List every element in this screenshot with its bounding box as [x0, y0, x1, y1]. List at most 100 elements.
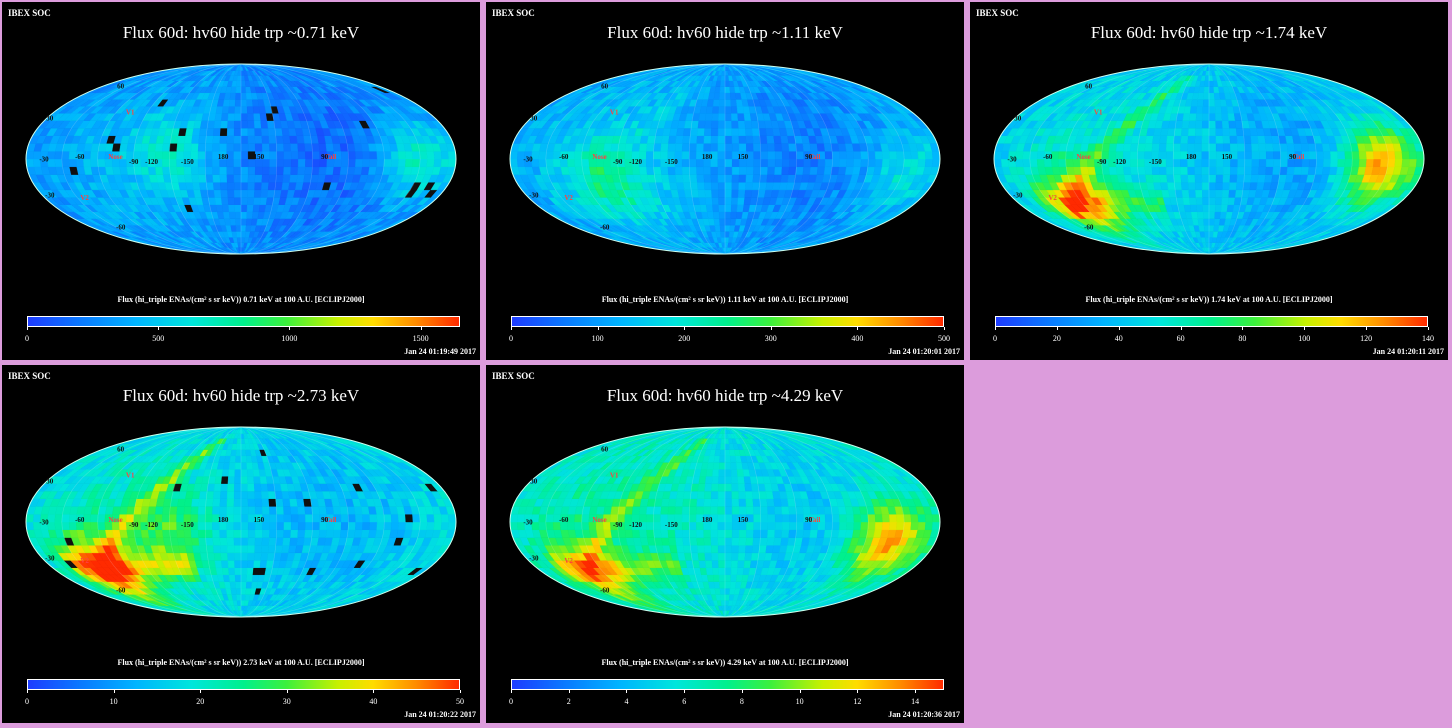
map-pixel — [1337, 158, 1346, 168]
map-pixel — [896, 158, 905, 168]
map-pixel — [696, 166, 705, 175]
map-pixel — [353, 143, 363, 152]
map-label: -150 — [181, 158, 194, 166]
map-pixel — [240, 80, 246, 87]
map-pixel — [690, 182, 699, 191]
map-pixel — [340, 158, 349, 168]
map-label: -60 — [75, 153, 85, 161]
map-pixel — [240, 150, 249, 160]
map-pixel — [795, 143, 804, 152]
map-pixel — [719, 92, 726, 100]
map-pixel — [1144, 143, 1153, 152]
map-pixel — [1160, 182, 1169, 191]
map-pixel — [1182, 197, 1191, 205]
map-pixel — [226, 166, 235, 175]
map-label: V2 — [564, 194, 573, 202]
map-pixel — [931, 150, 940, 160]
map-pixel — [169, 150, 177, 160]
map-pixel — [1222, 182, 1231, 191]
map-pixel — [240, 92, 247, 100]
map-pixel — [1197, 218, 1205, 226]
map-pixel — [226, 143, 235, 152]
map-pixel — [781, 166, 790, 175]
map-pixel — [774, 158, 783, 168]
map-pixel — [376, 150, 385, 160]
map-pixel — [753, 143, 761, 152]
ibex-soc-header: IBEX SOC — [8, 8, 51, 18]
colorbar-tick-label: 400 — [851, 334, 864, 343]
map-pixel — [1029, 150, 1038, 160]
map-pixel — [538, 150, 547, 160]
map-pixel — [676, 127, 685, 136]
map-pixel — [240, 113, 248, 121]
map-pixel — [254, 143, 263, 152]
map-pixel — [796, 158, 805, 168]
map-pixel — [233, 174, 242, 183]
map-pixel — [896, 150, 905, 160]
map-pixel — [283, 143, 292, 152]
map-pixel — [1215, 166, 1224, 175]
map-pixel — [1243, 135, 1252, 144]
map-pixel — [731, 120, 739, 129]
map-label: 30 — [530, 115, 538, 123]
map-pixel — [433, 150, 442, 160]
map-pixel — [910, 150, 919, 160]
map-pixel — [712, 211, 720, 219]
map-pixel — [227, 113, 235, 121]
map-pixel — [227, 197, 235, 205]
map-pixel — [247, 174, 256, 183]
map-pixel — [738, 135, 747, 144]
map-pixel — [1201, 174, 1210, 183]
map-pixel — [1080, 166, 1090, 175]
map-pixel — [744, 189, 753, 198]
map-pixel — [730, 204, 738, 213]
map-pixel — [705, 197, 713, 205]
map-pixel — [1201, 120, 1210, 129]
map-pixel — [1208, 218, 1215, 226]
map-pixel — [773, 174, 782, 183]
map-pixel — [240, 224, 247, 232]
map-pixel — [1180, 143, 1189, 152]
map-pixel — [261, 182, 270, 191]
map-pixel — [240, 204, 248, 213]
map-pixel — [397, 150, 407, 160]
map-pixel — [212, 135, 221, 144]
map-pixel — [204, 158, 213, 168]
map-pixel — [717, 189, 726, 198]
map-pixel — [867, 150, 876, 160]
map-pixel — [347, 150, 356, 160]
map-pixel — [447, 150, 456, 160]
map-pixel — [191, 135, 200, 144]
map-pixel — [312, 158, 321, 168]
map-pixel — [1251, 150, 1260, 160]
map-pixel — [703, 166, 712, 175]
map-pixel — [717, 174, 726, 183]
map-pixel — [155, 166, 164, 175]
map-pixel — [1344, 150, 1353, 160]
map-pixel — [1208, 143, 1217, 152]
map-pixel — [155, 143, 164, 152]
map-pixel — [226, 182, 235, 191]
colorbar-tick-mark — [27, 327, 28, 330]
map-pixel — [177, 135, 186, 144]
map-pixel — [1258, 143, 1267, 152]
map-pixel — [1358, 150, 1367, 160]
map-pixel — [682, 174, 691, 183]
map-pixel — [1159, 174, 1168, 183]
map-pixel — [297, 166, 306, 175]
map-pixel — [724, 211, 732, 219]
map-pixel — [824, 158, 833, 168]
map-pixel — [724, 218, 731, 226]
map-pixel — [97, 158, 106, 168]
map-pixel — [1208, 135, 1217, 144]
map-pixel — [767, 158, 776, 168]
map-pixel — [752, 135, 761, 144]
map-pixel — [1222, 135, 1231, 144]
chart-title: Flux 60d: hv60 hide trp ~1.74 keV — [1090, 23, 1328, 42]
map-pixel — [1214, 204, 1222, 213]
map-pixel — [1158, 166, 1167, 175]
map-pixel — [246, 105, 254, 114]
map-pixel — [1022, 150, 1031, 160]
map-pixel — [212, 174, 221, 183]
map-pixel — [624, 143, 634, 152]
